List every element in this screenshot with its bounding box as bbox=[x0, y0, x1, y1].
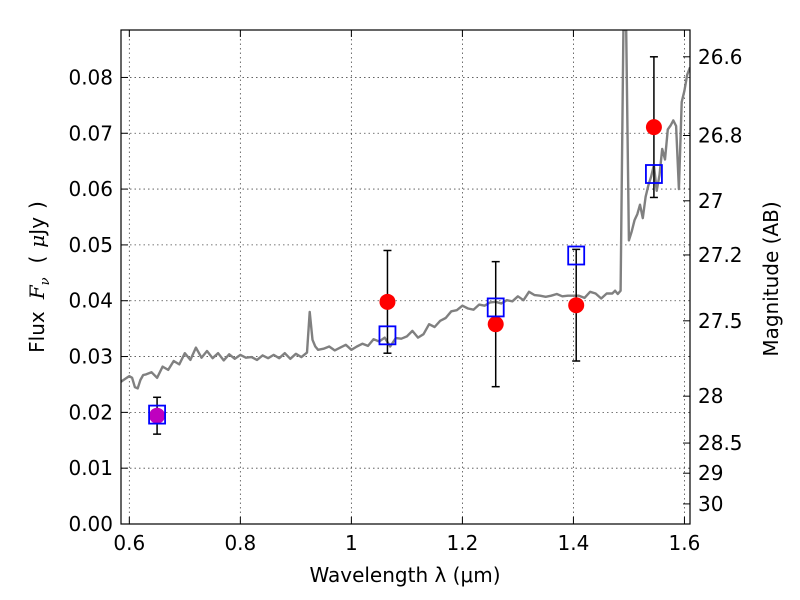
data-point-optical bbox=[149, 407, 166, 424]
y2-tick-label: 26.6 bbox=[698, 45, 743, 69]
y2-tick-label: 30 bbox=[698, 492, 723, 516]
y-tick-label: 0.06 bbox=[68, 177, 113, 201]
x-tick-label: 1 bbox=[345, 531, 358, 555]
model-square-marker bbox=[567, 245, 586, 266]
y2-tick-label: 29 bbox=[698, 461, 723, 485]
y-tick-label: 0.02 bbox=[68, 400, 113, 424]
axis-ticks: 0.6 0.8 1 1.2 1.4 1.6 0.00 0.01 0.02 0.03 0.04 0.05… bbox=[68, 30, 743, 555]
y-label-prefix: Flux bbox=[25, 311, 49, 353]
data-point-observed bbox=[568, 297, 585, 314]
y-tick-label: 0.04 bbox=[68, 289, 113, 313]
y2-tick-label: 28 bbox=[698, 384, 723, 408]
grid-lines bbox=[121, 30, 690, 524]
model-square-marker bbox=[148, 404, 166, 425]
model-square-marker bbox=[486, 297, 505, 318]
y-label-unit: Jy bbox=[25, 217, 49, 237]
data-point-observed bbox=[487, 316, 504, 333]
model-square-marker bbox=[378, 325, 397, 346]
plot-frame bbox=[120, 29, 691, 525]
y-tick-label: 0.01 bbox=[68, 456, 113, 480]
y-tick-label: 0.05 bbox=[68, 233, 113, 257]
y-label-subscript: ν bbox=[38, 277, 53, 285]
y2-tick-label: 27.2 bbox=[698, 243, 743, 267]
y-tick-label: 0.03 bbox=[68, 345, 113, 369]
y-tick-label: 0.08 bbox=[68, 65, 113, 89]
y-label-mu: μ bbox=[25, 235, 49, 248]
data-point-observed bbox=[379, 293, 396, 310]
y-label-open: ( bbox=[25, 256, 49, 264]
x-tick-label: 1.2 bbox=[446, 531, 478, 555]
y2-axis-label: Magnitude (AB) bbox=[759, 201, 783, 356]
y-label-close: ) bbox=[25, 201, 49, 209]
model-square-marker bbox=[645, 164, 663, 184]
y-label-symbol: F bbox=[25, 284, 49, 300]
y2-tick-label: 27.5 bbox=[698, 309, 743, 333]
spectrum-line bbox=[121, 30, 690, 390]
y-tick-label: 0.07 bbox=[68, 121, 113, 145]
y-tick-label: 0.00 bbox=[68, 512, 113, 536]
x-tick-label: 1.4 bbox=[558, 531, 590, 555]
y2-tick-label: 28.5 bbox=[698, 431, 743, 455]
x-tick-label: 0.6 bbox=[113, 531, 145, 555]
clipped-series bbox=[121, 30, 690, 390]
x-axis-label: Wavelength λ (μm) bbox=[309, 563, 500, 587]
x-tick-label: 0.8 bbox=[224, 531, 256, 555]
y-axis-label: Flux Fν ( μJy) bbox=[25, 201, 53, 353]
y2-tick-label: 26.8 bbox=[698, 123, 743, 147]
data-point-observed bbox=[645, 119, 662, 136]
y2-tick-label: 27 bbox=[698, 189, 723, 213]
x-tick-label: 1.6 bbox=[669, 531, 701, 555]
plot-area bbox=[121, 30, 690, 435]
